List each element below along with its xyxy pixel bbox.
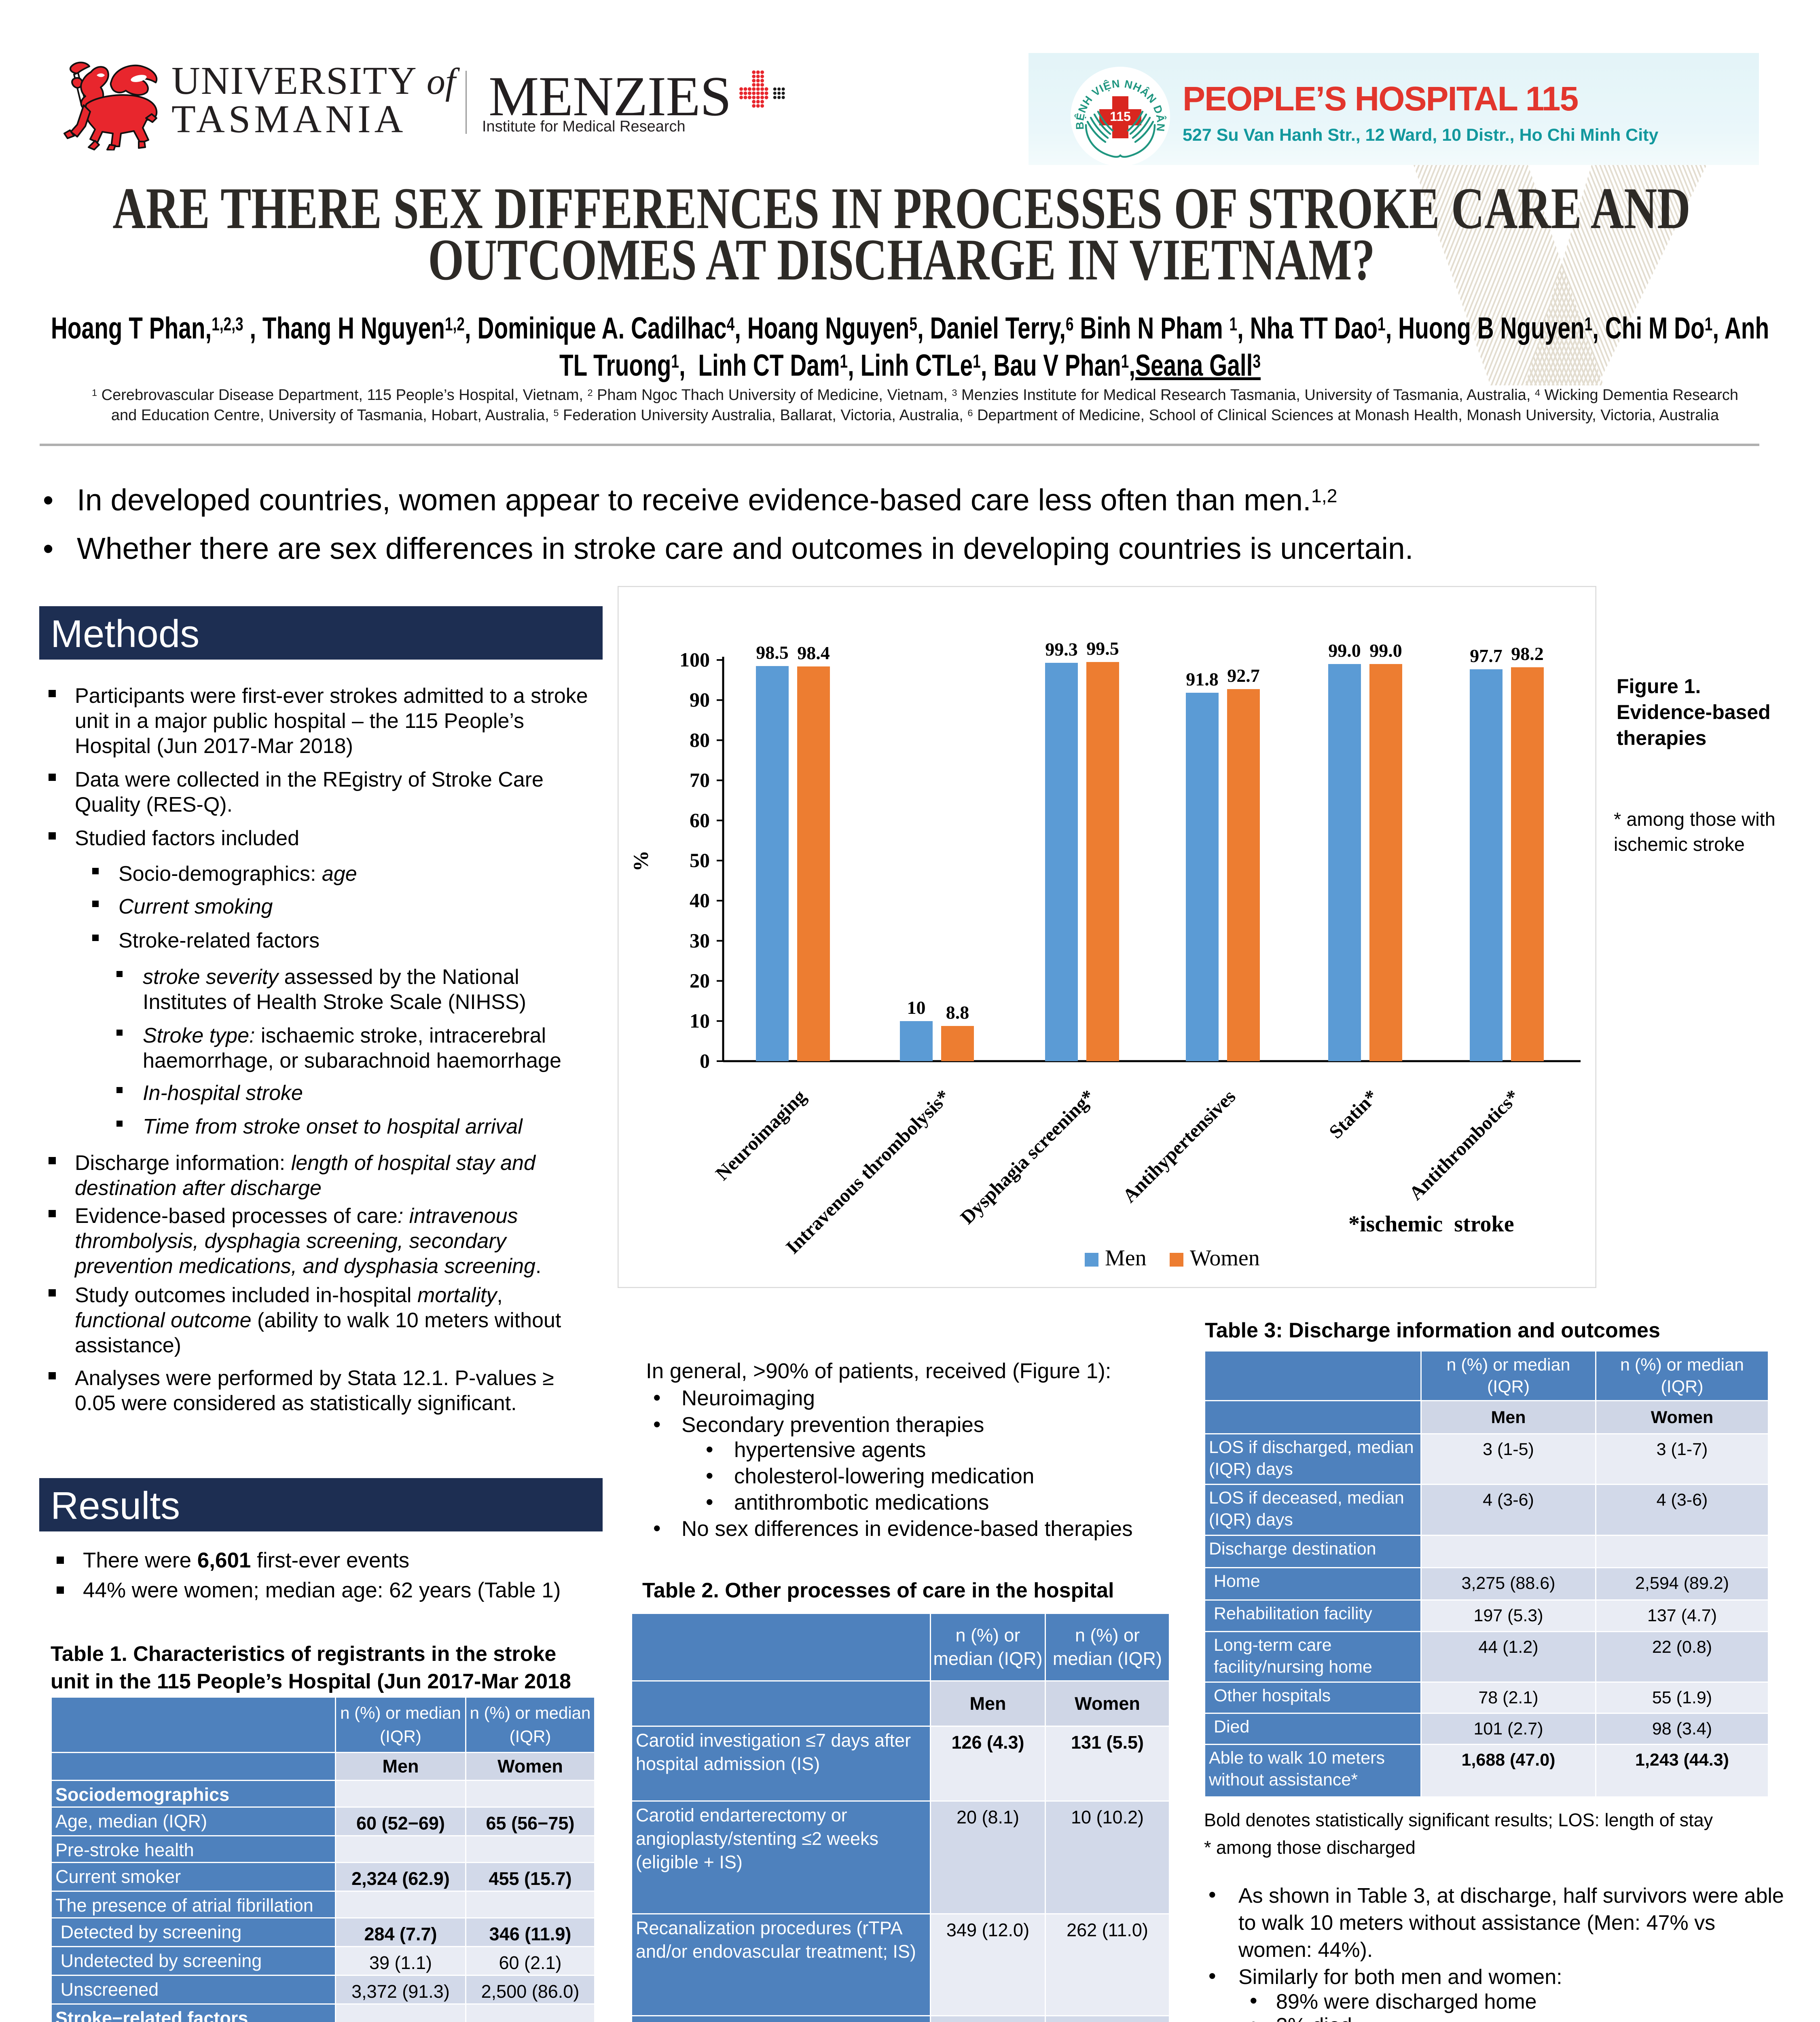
svg-text:70: 70 — [690, 769, 710, 791]
svg-text:*ischemic stroke: *ischemic stroke — [1348, 1212, 1514, 1237]
svg-text:0: 0 — [700, 1049, 710, 1072]
svg-text:90: 90 — [690, 688, 710, 711]
svg-text:99.3: 99.3 — [1045, 639, 1078, 660]
svg-text:92.7: 92.7 — [1227, 665, 1260, 686]
svg-text:98.4: 98.4 — [797, 643, 830, 663]
svg-text:60: 60 — [690, 809, 710, 831]
svg-text:99.5: 99.5 — [1086, 638, 1119, 659]
svg-text:80: 80 — [690, 728, 710, 751]
svg-text:Men: Men — [1105, 1246, 1147, 1271]
svg-text:50: 50 — [690, 849, 710, 871]
svg-text:%: % — [630, 850, 653, 871]
svg-text:115: 115 — [1110, 109, 1131, 124]
svg-text:97.7: 97.7 — [1470, 645, 1503, 666]
svg-text:98.2: 98.2 — [1511, 643, 1544, 664]
svg-text:20: 20 — [690, 969, 710, 992]
svg-text:40: 40 — [690, 889, 710, 912]
svg-text:Women: Women — [1190, 1246, 1260, 1271]
svg-text:10: 10 — [690, 1009, 710, 1032]
svg-text:30: 30 — [690, 929, 710, 952]
svg-text:99.0: 99.0 — [1369, 640, 1402, 661]
svg-text:98.5: 98.5 — [756, 642, 789, 663]
svg-text:99.0: 99.0 — [1328, 640, 1361, 661]
svg-text:10: 10 — [907, 997, 926, 1018]
svg-text:8.8: 8.8 — [946, 1002, 969, 1023]
svg-text:100: 100 — [679, 648, 710, 671]
svg-text:91.8: 91.8 — [1186, 669, 1219, 690]
